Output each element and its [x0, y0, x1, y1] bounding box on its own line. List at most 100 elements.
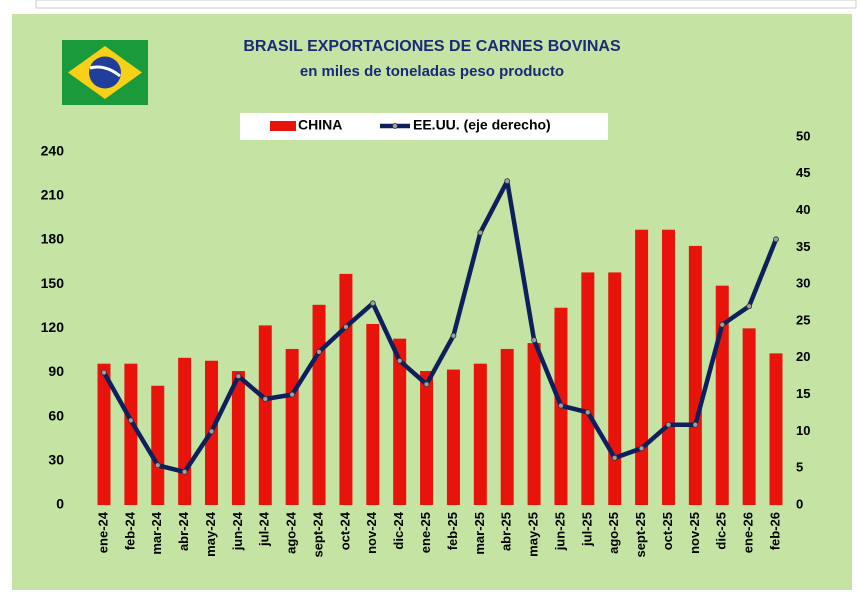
- bar: [178, 357, 192, 505]
- line-point: [396, 357, 403, 364]
- line-point: [101, 369, 107, 376]
- line-point: [719, 321, 726, 328]
- x-tick-label: jun-25: [552, 512, 567, 551]
- x-tick-label: mar-25: [472, 512, 487, 555]
- bar: [393, 338, 407, 505]
- line-point: [584, 409, 591, 416]
- line-point: [692, 421, 699, 428]
- x-tick-label: feb-26: [767, 512, 782, 550]
- line-point: [343, 323, 349, 330]
- legend-label: CHINA: [298, 117, 342, 133]
- x-tick-label: may-25: [526, 512, 541, 557]
- line-point: [611, 454, 618, 461]
- bar: [688, 245, 702, 506]
- x-tick-label: may-24: [203, 511, 218, 557]
- x-tick-label: jun-24: [230, 511, 245, 551]
- x-tick-label: ago-24: [284, 511, 299, 554]
- y2-tick-label: 0: [796, 496, 803, 511]
- line-point: [773, 236, 779, 243]
- x-tick-label: nov-24: [364, 511, 379, 554]
- legend-swatch: [392, 123, 398, 129]
- line-point: [235, 373, 242, 380]
- y2-tick-label: 50: [796, 128, 810, 143]
- x-tick-label: abr-24: [176, 511, 191, 551]
- y-tick-label: 180: [41, 231, 65, 247]
- x-tick-label: abr-25: [499, 512, 514, 551]
- x-tick-label: ene-26: [741, 512, 756, 553]
- y-tick-label: 120: [41, 319, 65, 335]
- y-tick-label: 60: [48, 407, 64, 423]
- bar: [769, 353, 783, 505]
- y-tick-label: 210: [41, 187, 65, 203]
- bar: [124, 363, 138, 505]
- bar: [527, 343, 541, 505]
- line-point: [558, 402, 564, 409]
- line-point: [638, 445, 645, 452]
- x-tick-label: ago-25: [606, 512, 621, 554]
- y-tick-label: 30: [48, 452, 64, 468]
- bar: [231, 371, 245, 505]
- line-point: [504, 178, 511, 185]
- y2-tick-label: 10: [796, 423, 810, 438]
- y2-tick-label: 15: [796, 386, 810, 401]
- line: [102, 178, 779, 475]
- x-tick-label: sept-24: [310, 511, 325, 557]
- x-tick-label: oct-24: [337, 511, 352, 550]
- line-point: [181, 468, 188, 475]
- x-tick-label: feb-25: [445, 512, 460, 550]
- x-tick-label: mar-24: [149, 511, 164, 554]
- bar: [420, 371, 434, 505]
- bar: [258, 325, 272, 505]
- y-tick-label: 240: [41, 142, 65, 158]
- line-point: [450, 332, 457, 339]
- bar: [581, 272, 595, 505]
- line-point: [127, 417, 134, 424]
- y2-tick-label: 35: [796, 239, 810, 254]
- x-tick-label: oct-25: [660, 512, 675, 550]
- y-tick-label: 90: [48, 363, 64, 379]
- bar: [339, 273, 353, 505]
- bar: [312, 304, 326, 505]
- x-tick-label: jul-24: [257, 511, 272, 547]
- legend-box: [240, 113, 608, 140]
- legend-label: EE.UU. (eje derecho): [413, 117, 551, 133]
- line-point: [665, 421, 672, 428]
- y2-tick-label: 30: [796, 276, 810, 291]
- x-tick-label: nov-25: [687, 512, 702, 554]
- bar: [285, 348, 299, 505]
- line-point: [316, 349, 322, 355]
- line-point: [746, 303, 753, 310]
- y-tick-label: 150: [41, 275, 65, 291]
- bar: [151, 385, 165, 505]
- y-tick-label: 0: [56, 496, 64, 512]
- chart-subtitle: en miles de toneladas peso producto: [300, 63, 564, 80]
- line-point: [208, 428, 215, 435]
- bar: [97, 363, 111, 505]
- line-point: [262, 396, 269, 402]
- top-strip: [35, 0, 857, 9]
- x-tick-label: sept-25: [633, 512, 648, 558]
- bar: [661, 229, 675, 505]
- chart-title: BRASIL EXPORTACIONES DE CARNES BOVINAS: [243, 38, 621, 55]
- y2-tick-label: 20: [796, 349, 810, 364]
- x-tick-label: jul-25: [579, 512, 594, 547]
- bar: [473, 363, 487, 505]
- x-tick-label: ene-25: [418, 512, 433, 553]
- y2-tick-label: 25: [796, 312, 810, 327]
- x-tick-label: dic-24: [391, 511, 406, 549]
- bar: [742, 328, 756, 505]
- line-point: [154, 462, 161, 469]
- bar: [446, 369, 460, 505]
- y2-tick-label: 45: [796, 165, 810, 180]
- line-point: [369, 300, 376, 307]
- line-point: [423, 381, 430, 388]
- flag: [62, 40, 148, 105]
- x-tick-label: feb-24: [122, 511, 137, 550]
- bar: [366, 323, 380, 505]
- y2-tick-label: 5: [796, 460, 803, 475]
- y2-tick-label: 40: [796, 202, 810, 217]
- bar: [715, 285, 729, 505]
- line-point: [289, 391, 296, 398]
- x-tick-label: ene-24: [95, 511, 110, 553]
